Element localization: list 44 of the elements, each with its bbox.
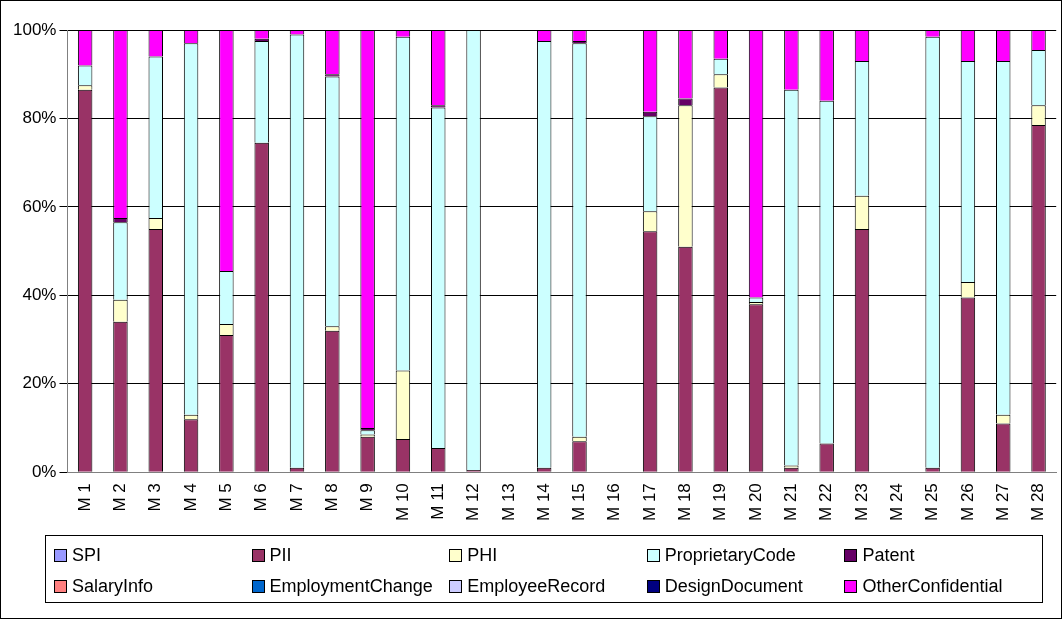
x-tick-label: M 15: [569, 483, 589, 521]
legend-label: SalaryInfo: [72, 575, 154, 597]
y-tick-label: 20%: [22, 373, 57, 393]
x-tick-label: M 23: [851, 483, 871, 521]
x-tick-label: M 28: [1028, 483, 1048, 521]
x-tick-label: M 18: [675, 483, 695, 521]
x-tick-label: M 2: [110, 483, 130, 512]
x-tick-label: M 3: [145, 483, 165, 512]
x-tick-label: M 20: [745, 483, 765, 521]
x-tick-label: M 16: [604, 483, 624, 521]
x-tick-label: M 17: [639, 483, 659, 521]
y-tick-label: 0%: [31, 461, 57, 481]
x-tick-label: M 25: [922, 483, 942, 521]
x-tick-label: M 1: [74, 483, 94, 512]
legend-label: ProprietaryCode: [664, 544, 796, 566]
legend-label: EmploymentChange: [269, 575, 433, 597]
legend-label: SPI: [72, 544, 102, 566]
x-tick-label: M 10: [392, 483, 412, 521]
y-tick-label: 80%: [22, 108, 57, 128]
x-tick-label: M 14: [533, 483, 553, 521]
y-tick-label: 100%: [13, 19, 57, 39]
x-tick-label: M 19: [710, 483, 730, 521]
y-tick-label: 40%: [22, 285, 57, 305]
x-tick-label: M 7: [286, 483, 306, 512]
x-tick-label: M 8: [322, 483, 341, 512]
x-tick-label: M 21: [781, 483, 801, 521]
x-tick-label: M 12: [463, 483, 483, 521]
x-tick-label: M 11: [427, 483, 447, 520]
x-tick-label: M 27: [992, 483, 1012, 521]
x-tick-label: M 24: [886, 483, 906, 521]
x-tick-label: M 13: [498, 483, 518, 521]
legend-label: PHI: [467, 544, 498, 566]
x-tick-label: M 5: [216, 483, 236, 512]
legend-label: OtherConfidential: [862, 575, 1003, 597]
legend-label: DesignDocument: [664, 575, 803, 597]
y-tick-label: 60%: [22, 196, 57, 216]
x-tick-label: M 22: [816, 483, 836, 521]
legend-label: Patent: [862, 544, 915, 566]
x-tick-label: M 6: [251, 483, 271, 512]
legend-label: EmployeeRecord: [467, 575, 606, 597]
legend-label: PII: [269, 544, 292, 566]
x-tick-label: M 4: [180, 483, 200, 512]
x-tick-label: M 9: [357, 483, 377, 512]
x-tick-label: M 26: [957, 483, 977, 521]
